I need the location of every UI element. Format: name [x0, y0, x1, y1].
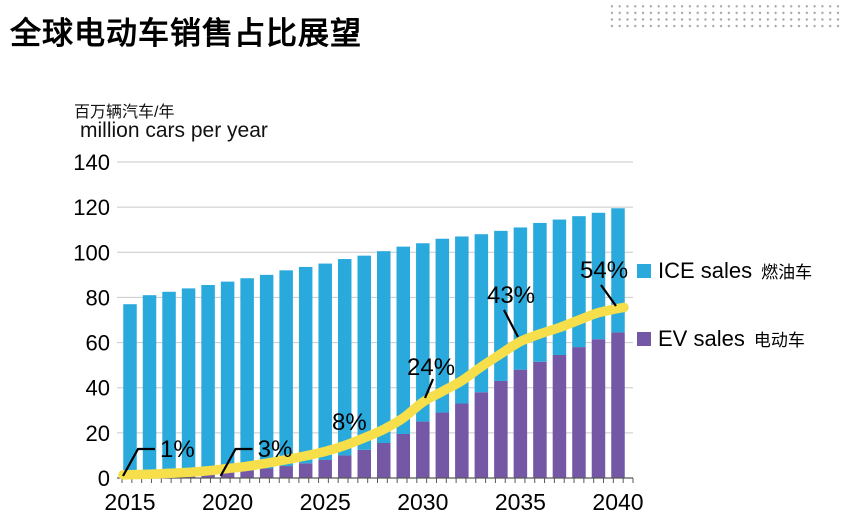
ev-sales-swatch-icon	[637, 332, 651, 346]
bar-ev-2025	[318, 459, 332, 478]
bar-ice-2030	[416, 243, 430, 422]
bar-ev-2033	[474, 392, 489, 478]
bar-ice-2018	[181, 288, 196, 475]
bar-ice-2029	[396, 246, 411, 434]
ice-sales-swatch-icon	[637, 264, 651, 278]
bar-ev-2034	[494, 380, 508, 478]
bar-ev-2037	[552, 354, 567, 478]
ev-share-line	[118, 302, 629, 480]
annotation-2030: 24%	[407, 354, 455, 381]
y-tick-label-100: 100	[73, 240, 110, 265]
bar-ice-2020	[220, 281, 235, 473]
y-tick-label-20: 20	[86, 421, 110, 446]
y-tick-label-140: 140	[73, 150, 110, 175]
y-axis-unit-zh: 百万辆汽车/年	[74, 104, 175, 121]
y-tick-label-120: 120	[73, 195, 110, 220]
bar-ice-2017	[162, 291, 176, 476]
annotation-leader-2030	[423, 378, 435, 399]
dot-grid-decoration	[608, 2, 842, 29]
bar-ev-2040	[611, 332, 625, 478]
annotation-2035: 43%	[487, 282, 535, 309]
bar-ice-2026	[337, 259, 352, 456]
bar-ev-2032	[455, 403, 469, 478]
x-tick-label-2030: 2030	[397, 489, 448, 515]
annotation-2040: 54%	[580, 257, 628, 284]
bar-ev-2039	[591, 339, 606, 478]
y-tick-label-0: 0	[98, 466, 110, 491]
bar-ev-2038	[572, 347, 586, 478]
bar-ice-2028	[377, 251, 391, 444]
bar-ice-2022	[259, 274, 274, 469]
legend-item-ev-sales: EV sales 电动车	[637, 326, 805, 352]
bar-ev-2030	[416, 421, 430, 478]
bar-ice-2037	[552, 219, 567, 355]
annotation-leader-2020	[219, 447, 253, 477]
bar-ice-2027	[357, 255, 371, 450]
bar-ev-2029	[396, 433, 411, 478]
bar-ev-2023	[279, 466, 293, 478]
ice-sales-label: ICE sales	[658, 258, 753, 283]
annotation-2025: 8%	[332, 409, 367, 436]
x-tick-label-2035: 2035	[495, 489, 546, 515]
annotation-leader-2015	[122, 447, 155, 477]
bar-ev-2022	[259, 468, 274, 478]
legend-item-ice-sales: ICE sales 燃油车	[637, 258, 812, 284]
bar-ice-2021	[240, 278, 254, 471]
y-tick-label-40: 40	[86, 376, 110, 401]
bar-ev-2027	[357, 449, 371, 478]
bar-ice-2016	[142, 295, 157, 476]
bar-ice-2032	[455, 236, 469, 404]
bar-ice-2031	[435, 238, 450, 413]
bar-ice-2015	[123, 304, 137, 477]
bar-ice-2040	[611, 208, 625, 333]
y-axis-unit-en: million cars per year	[80, 119, 268, 142]
bar-ice-2033	[474, 234, 489, 393]
annotation-leader-2040	[600, 284, 617, 307]
bar-ice-2024	[298, 266, 313, 464]
annotation-2015: 1%	[160, 436, 195, 463]
bar-ev-2024	[298, 463, 313, 478]
bar-ice-2023	[279, 270, 293, 467]
y-tick-label-80: 80	[86, 285, 110, 310]
annotation-leader-2035	[503, 309, 519, 338]
bar-ev-2026	[337, 455, 352, 478]
x-tick-label-2015: 2015	[104, 489, 155, 515]
bar-ev-2028	[377, 443, 391, 478]
bar-ice-2025	[318, 263, 332, 460]
ev-sales-label: EV sales	[658, 326, 745, 351]
bar-ev-2021	[240, 470, 254, 478]
bar-ev-2031	[435, 412, 450, 478]
bar-ev-2035	[513, 369, 528, 478]
bar-ev-2019	[201, 473, 215, 478]
bar-ice-2034	[494, 230, 508, 381]
ev-sales-label-zh: 电动车	[753, 331, 805, 350]
ice-sales-label-zh: 燃油车	[761, 263, 813, 282]
bar-ev-2020	[220, 472, 235, 478]
x-tick-label-2040: 2040	[592, 489, 643, 515]
annotation-2020: 3%	[258, 436, 293, 463]
bar-ev-2036	[533, 361, 547, 478]
bar-ice-2019	[201, 285, 215, 474]
y-tick-label-60: 60	[86, 331, 110, 356]
page-title: 全球电动车销售占比展望	[10, 16, 362, 51]
x-tick-label-2025: 2025	[300, 489, 351, 515]
x-tick-label-2020: 2020	[202, 489, 253, 515]
bar-ice-2036	[533, 222, 547, 362]
